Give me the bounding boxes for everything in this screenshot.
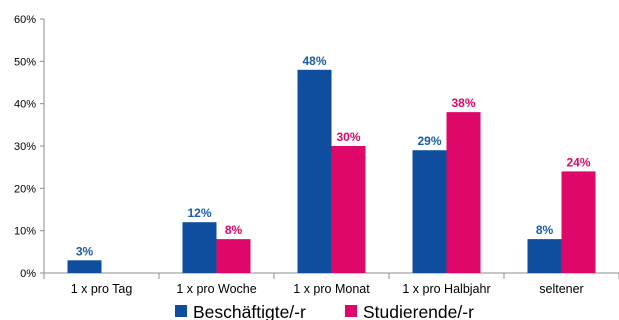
data-label: 38%: [451, 96, 475, 110]
data-label: 24%: [566, 155, 590, 169]
y-axis-ticks: 0% 10% 20% 30% 40% 50% 60%: [14, 14, 619, 280]
y-tick-label: 0%: [20, 268, 36, 280]
data-label: 29%: [417, 134, 441, 148]
bar-studierende: [561, 171, 596, 273]
category-label: 1 x pro Woche: [176, 282, 256, 296]
chart-legend: Beschäftigte/-r Studierende/-r: [175, 302, 474, 320]
data-label: 12%: [187, 206, 211, 220]
bar-studierende: [216, 239, 251, 273]
category-label: seltener: [539, 282, 583, 296]
y-tick-label: 20%: [14, 183, 36, 195]
data-label: 48%: [302, 54, 326, 68]
legend-swatch: [175, 305, 187, 317]
category-label: 1 x pro Monat: [293, 282, 370, 296]
bar-beschaeftigte: [527, 239, 562, 273]
legend-label: Studierende/-r: [363, 302, 474, 320]
data-label: 3%: [76, 244, 94, 258]
bar-beschaeftigte: [297, 69, 332, 273]
data-label: 8%: [225, 223, 243, 237]
data-labels: 3% 12% 8% 48% 30% 29% 38% 8% 24%: [76, 54, 591, 258]
bar-beschaeftigte: [412, 150, 447, 273]
y-tick-label: 30%: [14, 141, 36, 153]
y-tick-label: 50%: [14, 56, 36, 68]
y-tick-label: 40%: [14, 99, 36, 111]
bar-studierende: [331, 146, 366, 273]
data-label: 30%: [336, 130, 360, 144]
data-label: 8%: [536, 223, 554, 237]
bar-beschaeftigte: [67, 260, 102, 273]
chart-bars: [67, 69, 596, 273]
y-tick-label: 10%: [14, 226, 36, 238]
category-label: 1 x pro Tag: [71, 282, 133, 296]
legend-label: Beschäftigte/-r: [193, 302, 306, 320]
legend-swatch: [345, 305, 357, 317]
x-axis-categories: 1 x pro Tag 1 x pro Woche 1 x pro Monat 1 x…: [71, 282, 584, 296]
bar-beschaeftigte: [182, 222, 217, 273]
bar-studierende: [446, 112, 481, 273]
y-tick-label: 60%: [14, 14, 36, 26]
category-label: 1 x pro Halbjahr: [402, 282, 490, 296]
